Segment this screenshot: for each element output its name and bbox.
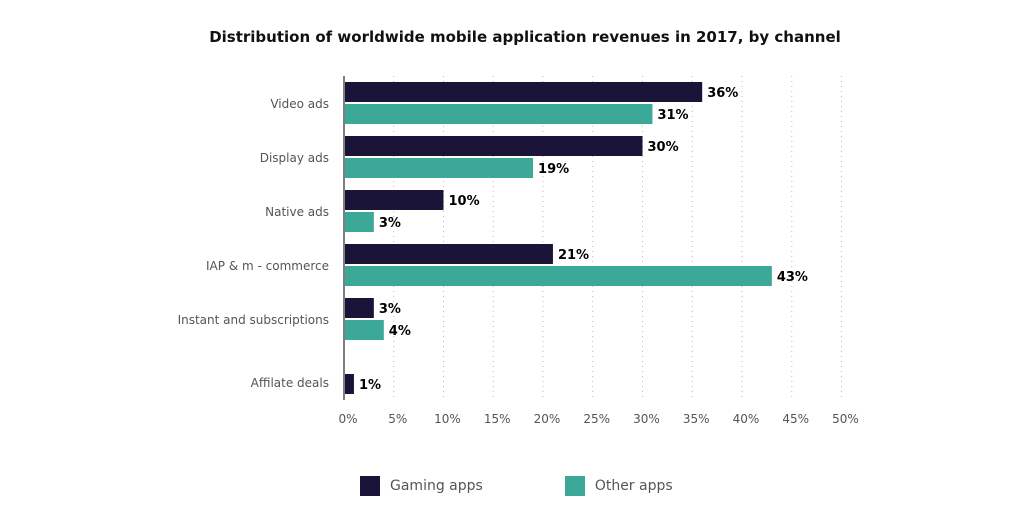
x-tick-label: 30%: [633, 412, 660, 426]
chart-title: Distribution of worldwide mobile applica…: [209, 28, 841, 46]
data-label: 3%: [379, 216, 401, 231]
data-label: 31%: [657, 108, 688, 123]
bar: [345, 212, 374, 232]
data-label: 4%: [389, 324, 411, 339]
x-tick-label: 25%: [583, 412, 610, 426]
legend: Gaming apps Other apps: [360, 476, 755, 496]
data-label: 43%: [777, 270, 808, 285]
data-label: 36%: [707, 86, 738, 101]
data-label: 30%: [648, 140, 679, 155]
x-tick-label: 15%: [484, 412, 511, 426]
data-label: 3%: [379, 302, 401, 317]
x-tick-label: 45%: [782, 412, 809, 426]
bar: [345, 158, 534, 178]
data-label: 19%: [538, 162, 569, 177]
category-label: Video ads: [270, 97, 329, 111]
bar: [345, 104, 653, 124]
x-tick-label: 35%: [683, 412, 710, 426]
category-label: Display ads: [260, 151, 329, 165]
category-label: IAP & m - commerce: [206, 259, 329, 273]
legend-item-gaming-apps: Gaming apps: [360, 476, 483, 496]
data-label: 21%: [558, 248, 589, 263]
bar: [345, 298, 374, 318]
x-tick-label: 10%: [434, 412, 461, 426]
x-tick-label: 20%: [534, 412, 561, 426]
bar: [345, 190, 444, 210]
bar: [345, 320, 384, 340]
legend-item-other-apps: Other apps: [564, 476, 673, 496]
category-label: Affilate deals: [251, 376, 329, 390]
data-label: 1%: [359, 378, 381, 393]
legend-swatch-gaming-apps: [360, 476, 380, 496]
category-label: Instant and subscriptions: [178, 313, 329, 327]
bar: [345, 374, 354, 394]
x-tick-label: 5%: [388, 412, 407, 426]
legend-swatch-other-apps: [564, 476, 585, 496]
category-label: Native ads: [265, 205, 329, 219]
x-tick-label: 40%: [733, 412, 760, 426]
x-tick-label: 0%: [338, 412, 357, 426]
data-label: 10%: [449, 194, 480, 209]
x-tick-label: 50%: [832, 412, 859, 426]
bar: [345, 266, 772, 286]
legend-label-gaming-apps: Gaming apps: [390, 478, 483, 494]
bar: [345, 82, 703, 102]
legend-label-other-apps: Other apps: [594, 478, 673, 494]
bar: [345, 136, 643, 156]
bar: [345, 244, 553, 264]
